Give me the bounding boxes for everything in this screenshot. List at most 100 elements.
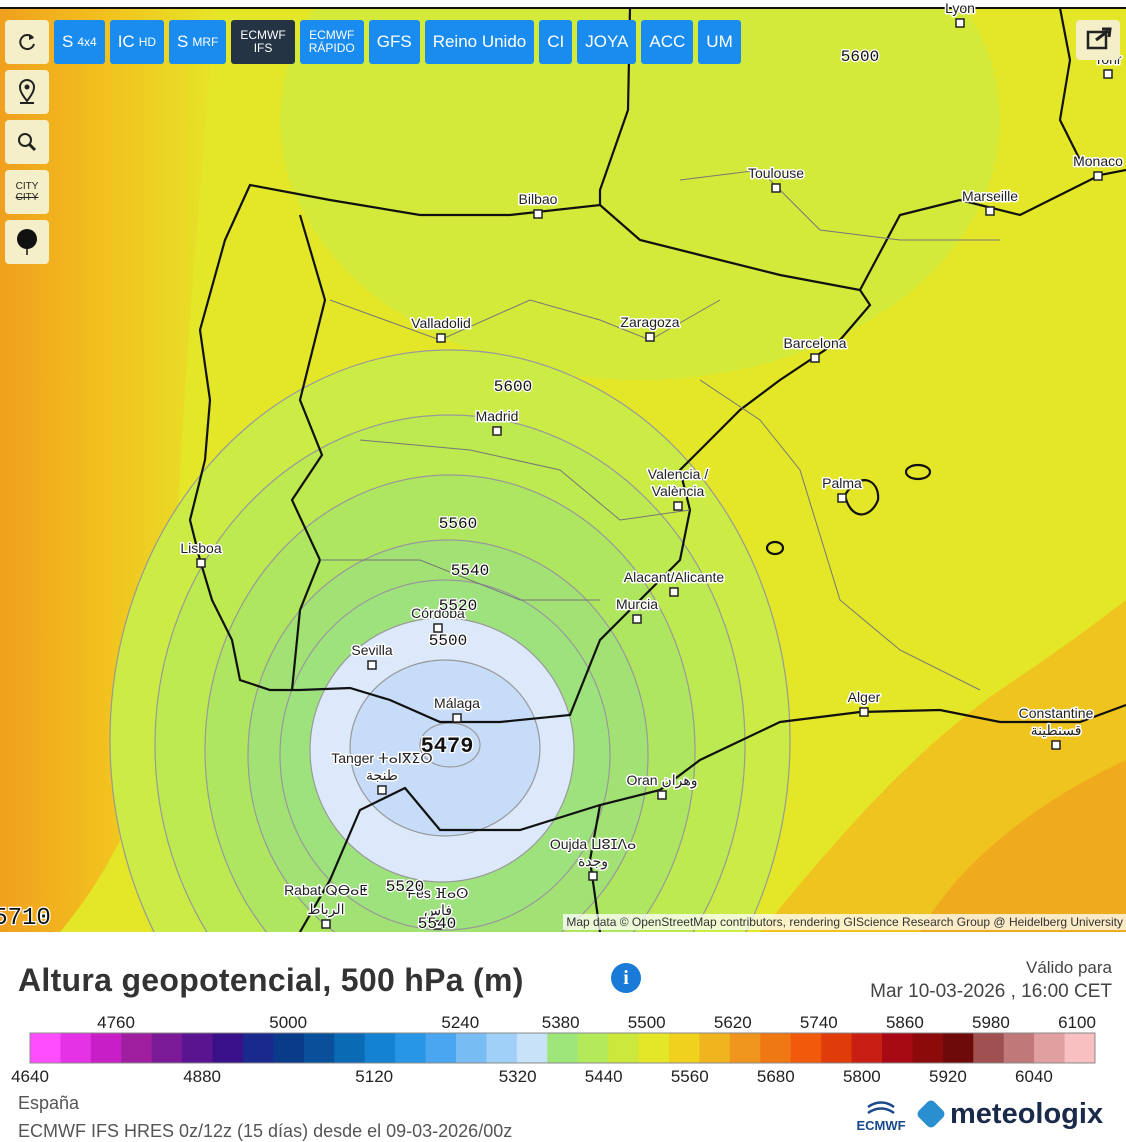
point-button[interactable] bbox=[5, 220, 49, 264]
color-swatch bbox=[790, 1033, 822, 1063]
color-swatch bbox=[821, 1033, 853, 1063]
colorbar-tick-label: 5000 bbox=[269, 1013, 307, 1032]
model-buttons: S 4x4 IC HD S MRF ECMWF IFS ECMWF RÁPIDO GFS Reino … bbox=[54, 20, 741, 64]
color-swatch bbox=[182, 1033, 214, 1063]
city-marker bbox=[1093, 171, 1103, 181]
model-button[interactable]: S MRF bbox=[169, 20, 227, 64]
button-label: S bbox=[62, 32, 74, 51]
color-swatch bbox=[364, 1033, 396, 1063]
city-marker bbox=[669, 587, 679, 597]
color-swatch bbox=[90, 1033, 122, 1063]
colorbar-tick-label: 5740 bbox=[800, 1013, 838, 1032]
color-swatch bbox=[212, 1033, 244, 1063]
city-marker bbox=[196, 558, 206, 568]
color-swatch bbox=[547, 1033, 579, 1063]
city-marker bbox=[452, 713, 462, 723]
city-marker bbox=[645, 332, 655, 342]
model-button[interactable]: ACC bbox=[641, 20, 694, 64]
city-label: Tanger ⵜⴰⵏⴳⵉⵔ bbox=[331, 750, 432, 766]
button-label: ACC bbox=[649, 32, 686, 51]
city-marker bbox=[985, 206, 995, 216]
map[interactable]: LyonTorirToulouseMonacoMarseilleBilbaoVa… bbox=[0, 0, 1126, 932]
contour-label: 5710 bbox=[0, 905, 51, 932]
model-button[interactable]: ECMWF RÁPIDO bbox=[299, 20, 364, 64]
city-label: Zaragoza bbox=[620, 314, 679, 330]
city-marker bbox=[1103, 69, 1113, 79]
refresh-button[interactable] bbox=[5, 20, 49, 64]
city-marker bbox=[588, 871, 598, 881]
icon bbox=[18, 79, 36, 104]
valid-label: Válido para bbox=[1025, 958, 1112, 977]
city-label: Málaga bbox=[434, 695, 480, 711]
city-label: Sevilla bbox=[351, 642, 392, 658]
city-label: Constantine bbox=[1019, 705, 1094, 721]
city-label: وجدة bbox=[578, 853, 608, 870]
city-marker bbox=[367, 660, 377, 670]
contour-label: 5520 bbox=[439, 597, 477, 615]
color-swatch bbox=[669, 1033, 700, 1063]
contour-label: 5540 bbox=[418, 915, 456, 932]
city-label: Monaco bbox=[1073, 153, 1123, 169]
button-sublabel: MRF bbox=[192, 35, 219, 49]
colorbar-tick-label: 4760 bbox=[97, 1013, 135, 1032]
color-swatch bbox=[760, 1033, 792, 1063]
city-marker bbox=[632, 614, 642, 624]
borders bbox=[188, 8, 1126, 932]
model-button[interactable]: S 4x4 bbox=[54, 20, 105, 64]
city-toggle[interactable]: CITY CITY bbox=[5, 170, 49, 214]
city-label: Rabat ⵕⴱⴰⵟ bbox=[284, 882, 368, 898]
city-marker bbox=[433, 623, 443, 633]
info-button[interactable]: i bbox=[611, 963, 641, 993]
color-swatch bbox=[608, 1033, 640, 1063]
model-button[interactable]: GFS bbox=[368, 20, 420, 64]
colorbar-tick-label: 5920 bbox=[929, 1067, 967, 1086]
model-button[interactable]: ECMWF IFS bbox=[231, 20, 295, 64]
field-zone bbox=[920, 760, 1126, 932]
field-zone bbox=[280, 8, 1000, 380]
contours bbox=[109, 349, 791, 932]
city-label: قسنطينة bbox=[1031, 722, 1082, 738]
city-label: Murcia bbox=[616, 596, 658, 612]
city-marker bbox=[1051, 740, 1061, 750]
colorbar-tick-label: 5440 bbox=[585, 1067, 623, 1086]
contour-label: 5540 bbox=[451, 562, 489, 580]
location-button[interactable] bbox=[5, 70, 49, 114]
button-sublabel: 4x4 bbox=[77, 35, 97, 49]
city-label: Fès ⴼⴰⵙ bbox=[408, 885, 469, 901]
city-label: Valladolid bbox=[411, 315, 471, 331]
model-run: ECMWF IFS HRES 0z/12z (15 días) desde el… bbox=[18, 1121, 513, 1141]
city-label: طنجة bbox=[366, 767, 398, 783]
icon bbox=[17, 229, 37, 255]
zoom-button[interactable] bbox=[5, 120, 49, 164]
button-sublabel: RÁPIDO bbox=[308, 41, 355, 55]
city-label: Oran وهران bbox=[626, 772, 697, 789]
region: España bbox=[18, 1093, 80, 1113]
city-marker bbox=[492, 426, 502, 436]
model-button[interactable]: CI bbox=[539, 20, 573, 64]
city-label: Lisboa bbox=[180, 540, 221, 556]
city-marker bbox=[673, 501, 683, 511]
contour-label: 5520 bbox=[386, 878, 424, 896]
ecmwf-logo: ECMWF bbox=[855, 1101, 907, 1133]
city-label: Lyon bbox=[945, 0, 975, 16]
color-swatch bbox=[882, 1033, 913, 1063]
model-button[interactable]: UM bbox=[698, 20, 741, 64]
color-swatch bbox=[1064, 1033, 1096, 1063]
colorbar-tick-label: 5380 bbox=[542, 1013, 580, 1032]
model-button[interactable]: IC HD bbox=[109, 20, 165, 64]
colorbar-tick-label: 5800 bbox=[843, 1067, 881, 1086]
model-button[interactable]: Reino Unido bbox=[424, 20, 535, 64]
color-swatch bbox=[30, 1033, 61, 1063]
share-button[interactable] bbox=[1076, 20, 1120, 60]
color-swatch bbox=[699, 1033, 731, 1063]
legend-title: Altura geopotencial, 500 hPa (m) bbox=[18, 962, 524, 998]
color-swatch bbox=[486, 1033, 518, 1063]
city-label: فاس bbox=[424, 902, 452, 919]
model-button[interactable]: JOYA bbox=[577, 20, 637, 64]
city-label: Barcelona bbox=[783, 335, 846, 351]
colorbar-tick-label: 4640 bbox=[11, 1067, 49, 1086]
contour-label: 5560 bbox=[439, 515, 477, 533]
icon bbox=[19, 34, 35, 51]
city-marker bbox=[955, 18, 965, 28]
